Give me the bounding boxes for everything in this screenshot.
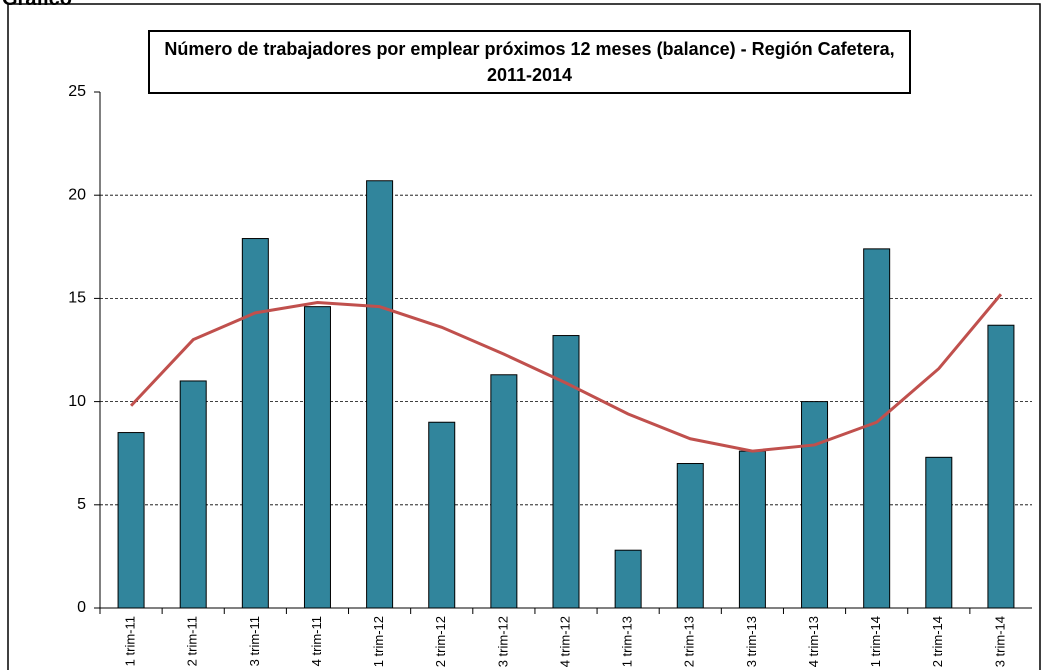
x-tick-label: 4 trim-13 [806, 616, 821, 667]
x-tick-label: 1 trim-12 [371, 616, 386, 667]
x-tick-label: 2 trim-13 [682, 616, 697, 667]
bar [366, 180, 394, 609]
y-tick-label: 15 [68, 290, 86, 307]
bar [801, 401, 829, 609]
x-tick-label: 1 trim-14 [868, 616, 883, 667]
x-tick-label: 3 trim-14 [992, 616, 1007, 667]
bar [117, 432, 145, 609]
bar [925, 456, 953, 609]
chart-frame [7, 3, 1041, 670]
y-tick-label: 5 [77, 496, 86, 513]
chart-title: Número de trabajadores por emplear próxi… [148, 30, 911, 94]
x-tick-label: 4 trim-12 [557, 616, 572, 667]
bar [676, 463, 704, 609]
x-tick-label: 1 trim-11 [123, 616, 138, 666]
bar [303, 306, 331, 609]
x-tick-label: 3 trim-13 [744, 616, 759, 667]
bar [863, 248, 891, 609]
y-tick-label: 20 [68, 186, 86, 203]
x-tick-label: 1 trim-13 [620, 616, 635, 667]
x-tick-label: 2 trim-11 [185, 616, 200, 666]
x-tick-label: 2 trim-12 [433, 616, 448, 667]
x-tick-label: 3 trim-12 [495, 616, 510, 667]
bar [490, 374, 518, 609]
trend-line [129, 293, 1003, 453]
bar [179, 380, 207, 609]
bar [738, 450, 766, 609]
bar [241, 238, 269, 609]
y-tick-label: 10 [68, 393, 86, 410]
heading: Gráfico [2, 0, 72, 11]
x-tick-label: 3 trim-11 [247, 616, 262, 666]
bar [987, 324, 1015, 609]
bar [552, 335, 580, 609]
y-tick-label: 25 [68, 83, 86, 100]
y-tick-label: 0 [77, 599, 86, 616]
x-tick-label: 2 trim-14 [930, 616, 945, 667]
bar [614, 549, 642, 609]
x-tick-label: 4 trim-11 [309, 616, 324, 666]
bar [428, 421, 456, 609]
